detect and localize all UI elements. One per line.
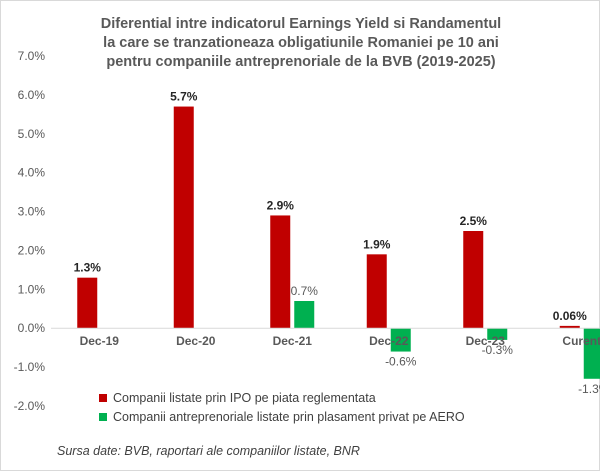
data-label-ipo: 2.9% [267,198,295,212]
x-category-label: Curent [562,334,600,348]
legend-label-ipo: Companii listate prin IPO pe piata regle… [113,391,376,405]
data-label-aero: 0.7% [291,284,319,298]
bar-ipo [559,325,580,329]
x-category-label: Dec-21 [273,334,313,348]
y-tick-label: 4.0% [18,166,46,180]
chart-title-line: Diferential intre indicatorul Earnings Y… [100,16,502,32]
data-label-ipo: 2.5% [460,214,488,228]
bar-ipo [366,254,387,329]
source-note: Sursa date: BVB, raportari ale companiil… [57,444,360,458]
bar-ipo [77,277,98,329]
data-label-ipo: 0.06% [553,309,587,323]
legend-item-aero: Companii antreprenoriale listate prin pl… [99,408,465,427]
x-category-label: Dec-22 [369,334,409,348]
bar-aero [390,328,411,352]
y-tick-label: 3.0% [18,205,46,219]
bar-ipo [270,215,291,329]
chart-title-line: pentru companiile antreprenoriale de la … [106,54,496,70]
bar-aero [294,301,315,329]
y-tick-label: 1.0% [18,282,46,296]
y-tick-label: 0.0% [18,321,46,335]
x-category-label: Dec-20 [176,334,216,348]
data-label-aero: -1.3% [578,382,600,396]
bar-ipo [173,106,194,329]
y-tick-label: -1.0% [14,360,46,374]
x-category-label: Dec-23 [466,334,506,348]
x-category-label: Dec-19 [80,334,120,348]
legend-label-aero: Companii antreprenoriale listate prin pl… [113,410,465,424]
data-label-ipo: 5.7% [170,90,198,104]
data-label-aero: -0.6% [385,355,417,369]
bar-ipo [463,231,484,329]
y-tick-label: 6.0% [18,88,46,102]
y-tick-label: 7.0% [18,49,46,63]
y-tick-label: 5.0% [18,127,46,141]
legend: Companii listate prin IPO pe piata regle… [99,389,465,427]
legend-swatch-aero [99,413,107,421]
y-tick-label: -2.0% [14,399,46,413]
bar-aero [487,328,508,340]
chart-title: Diferential intre indicatorul Earnings Y… [1,15,600,72]
legend-swatch-ipo [99,394,107,402]
bar-aero [583,328,600,379]
data-label-ipo: 1.9% [363,237,391,251]
legend-item-ipo: Companii listate prin IPO pe piata regle… [99,389,465,408]
y-tick-label: 2.0% [18,243,46,257]
data-label-aero: -0.3% [482,343,514,357]
data-label-ipo: 1.3% [74,261,102,275]
chart-title-line: la care se tranzationeaza obligatiunile … [103,35,499,51]
